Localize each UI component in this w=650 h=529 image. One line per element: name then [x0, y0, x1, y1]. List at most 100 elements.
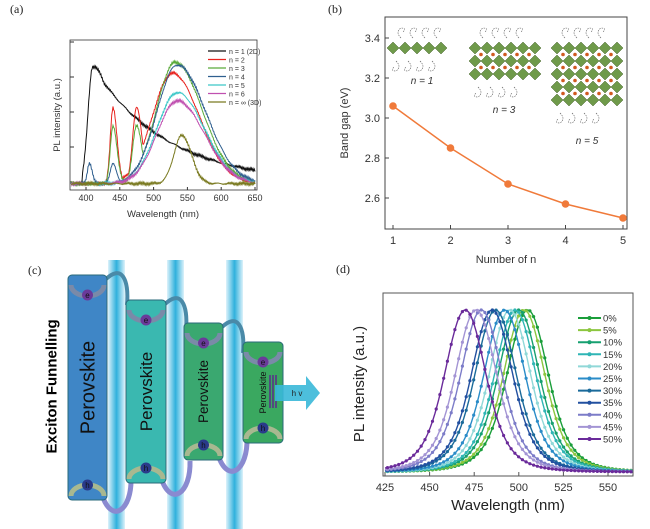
series-marker	[535, 325, 540, 329]
series-marker	[618, 470, 622, 474]
y-tick-label: 2.6	[365, 193, 380, 205]
series-marker	[442, 460, 446, 464]
hole-label: h	[201, 441, 205, 450]
perovskite-label: Perovskite	[258, 371, 268, 413]
perovskite-block	[183, 322, 224, 461]
structure-label: n = 5	[576, 136, 599, 147]
series-marker	[464, 443, 468, 448]
cation	[597, 52, 601, 57]
structure-label: n = 3	[493, 105, 516, 116]
series-marker	[513, 328, 517, 332]
series-marker	[569, 468, 573, 473]
series-marker	[457, 453, 461, 457]
series-marker	[535, 362, 540, 367]
series-marker	[520, 447, 525, 451]
y-tick-label: 2.8	[365, 153, 380, 165]
series-marker	[468, 332, 472, 336]
series-marker	[543, 372, 547, 376]
series-marker	[535, 440, 540, 444]
cation	[479, 52, 483, 57]
series-marker	[457, 447, 461, 451]
series-marker	[562, 464, 566, 468]
series-marker	[505, 371, 509, 375]
series-marker	[490, 416, 494, 420]
series-marker	[412, 466, 416, 470]
series-marker	[483, 367, 487, 371]
barrier-layer	[167, 260, 184, 529]
series-marker	[449, 342, 453, 346]
cation	[597, 91, 601, 96]
organic-spacer	[556, 112, 564, 124]
series-marker	[460, 457, 464, 461]
octahedron	[550, 67, 564, 81]
organic-spacer	[515, 27, 523, 39]
cation	[561, 78, 565, 83]
series-marker	[460, 409, 464, 413]
legend-label: 15%	[603, 350, 623, 361]
series-marker	[524, 460, 528, 464]
legend-label: 5%	[603, 326, 617, 337]
series-marker	[479, 330, 483, 334]
legend-label: 35%	[603, 398, 623, 409]
series-marker	[472, 440, 476, 444]
octahedron	[480, 41, 494, 55]
series-marker	[532, 454, 536, 458]
octahedron	[610, 93, 624, 107]
series-marker	[588, 469, 592, 473]
series-marker	[487, 375, 491, 379]
series-marker	[475, 418, 479, 422]
series-marker	[412, 463, 416, 467]
series-marker	[438, 440, 442, 444]
series-marker	[505, 395, 509, 400]
legend-marker	[587, 340, 592, 345]
series-marker	[513, 451, 517, 455]
series-marker	[562, 450, 566, 454]
series-marker	[438, 462, 442, 466]
legend-marker	[587, 364, 592, 369]
octahedron	[550, 93, 564, 107]
x-tick-label: 475	[465, 482, 483, 494]
series-marker	[494, 381, 498, 385]
cation	[561, 52, 565, 57]
series-marker	[528, 314, 532, 318]
legend-label: n = 4	[229, 75, 245, 82]
hole	[257, 422, 269, 434]
series-marker	[460, 454, 464, 458]
legend-label: n = 1 (2D)	[229, 49, 260, 56]
cation	[597, 65, 601, 70]
hole-transfer-arrow	[99, 477, 134, 514]
series-marker	[498, 424, 502, 428]
octahedron	[562, 41, 576, 55]
series-marker	[547, 454, 551, 459]
series-marker	[494, 321, 498, 325]
series-marker	[453, 460, 457, 464]
series-marker	[580, 456, 584, 460]
series-marker	[453, 397, 457, 401]
series-marker	[487, 411, 491, 415]
cation	[585, 65, 589, 70]
legend-marker	[587, 352, 592, 357]
organic-spacer	[503, 27, 511, 39]
series-marker	[427, 429, 431, 433]
panel-a-plot-frame	[69, 39, 258, 191]
series-marker	[483, 329, 487, 333]
series-marker	[415, 459, 420, 463]
series-marker	[573, 452, 577, 456]
cation	[503, 65, 507, 70]
series-marker	[505, 348, 509, 352]
x-tick-label: 1	[390, 235, 396, 247]
series-marker	[543, 409, 547, 413]
series-marker	[430, 464, 435, 468]
series-marker	[502, 379, 506, 384]
series-marker	[539, 465, 543, 469]
series-marker	[397, 465, 401, 470]
organic-spacer	[486, 86, 494, 98]
data-point	[446, 144, 455, 152]
emission-arrow	[275, 376, 320, 410]
legend-label: 50%	[603, 435, 623, 446]
series-marker	[558, 427, 562, 431]
series-marker	[569, 457, 573, 461]
series-marker	[430, 459, 435, 463]
octahedron	[586, 54, 600, 68]
octahedron	[398, 41, 412, 55]
